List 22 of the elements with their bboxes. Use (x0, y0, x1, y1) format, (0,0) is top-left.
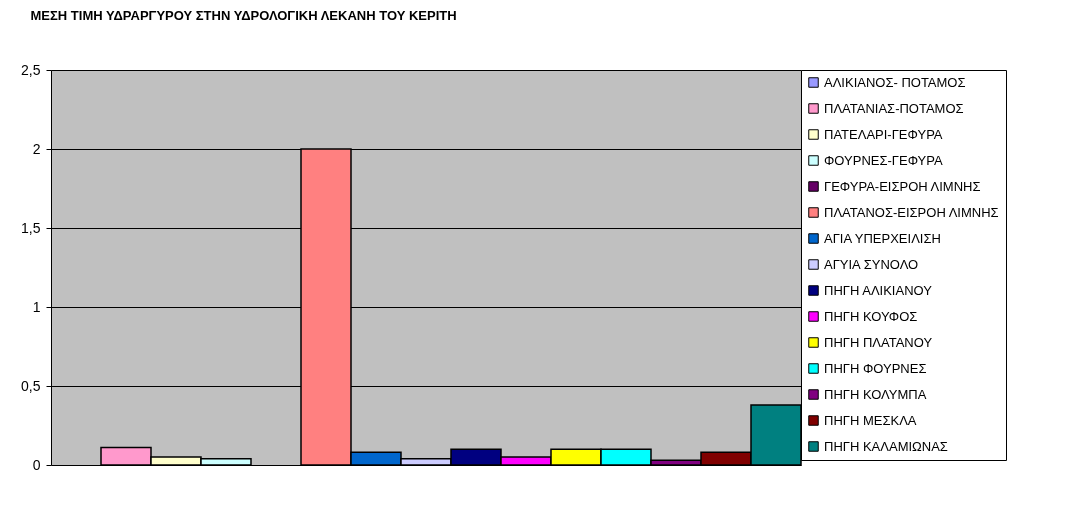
y-tick-label: 1,5 (21, 219, 41, 236)
legend-label: ΠΗΓΗ ΠΛΑΤΑΝΟΥ (824, 334, 933, 350)
chart-title: ΜΕΣΗ ΤΙΜΗ ΥΔΡΑΡΓΥΡΟΥ ΣΤΗΝ ΥΔΡΟΛΟΓΙΚΗ ΛΕΚΑΝΗ ΤΟΥ ΚΕΡΙΤΗ (30, 8, 457, 23)
legend-label: ΠΗΓΗ ΚΑΛΑΜΙΩΝΑΣ (824, 438, 948, 454)
legend-label: ΑΓΙΑ ΥΠΕΡΧΕΙΛΙΣΗ (824, 230, 941, 246)
y-tick-label: 1 (32, 298, 41, 315)
legend-label: ΑΛΙΚΙΑΝΟΣ- ΠΟΤΑΜΟΣ (824, 74, 966, 90)
legend-label: ΠΗΓΗ ΑΛΙΚΙΑΝΟΥ (824, 282, 933, 298)
legend-label: ΦΟΥΡΝΕΣ-ΓΕΦΥΡΑ (824, 152, 943, 168)
legend-label: ΠΗΓΗ ΚΟΥΦΟΣ (824, 308, 918, 324)
legend-label: ΠΗΓΗ ΚΟΛΥΜΠΑ (824, 386, 927, 402)
y-tick-label: 2,5 (21, 61, 41, 78)
legend-label: ΠΗΓΗ ΜΕΣΚΛΑ (824, 412, 917, 428)
legend-label: ΠΗΓΗ ΦΟΥΡΝΕΣ (824, 360, 927, 376)
y-tick-label: 0,5 (21, 377, 41, 394)
legend-label: ΠΑΤΕΛΑΡΙ-ΓΕΦΥΡΑ (824, 126, 943, 142)
legend-label: ΑΓΥΙΑ ΣΥΝΟΛΟ (824, 256, 919, 272)
legend-label: ΠΛΑΤΑΝΙΑΣ-ΠΟΤΑΜΟΣ (824, 100, 964, 116)
y-tick-label: 0 (32, 456, 41, 473)
y-tick-label: 2 (32, 140, 41, 157)
legend-label: ΠΛΑΤΑΝΟΣ-ΕΙΣΡΟΗ ΛΙΜΝΗΣ (824, 204, 999, 220)
legend-label: ΓΕΦΥΡΑ-ΕΙΣΡΟΗ ΛΙΜΝΗΣ (824, 178, 981, 194)
